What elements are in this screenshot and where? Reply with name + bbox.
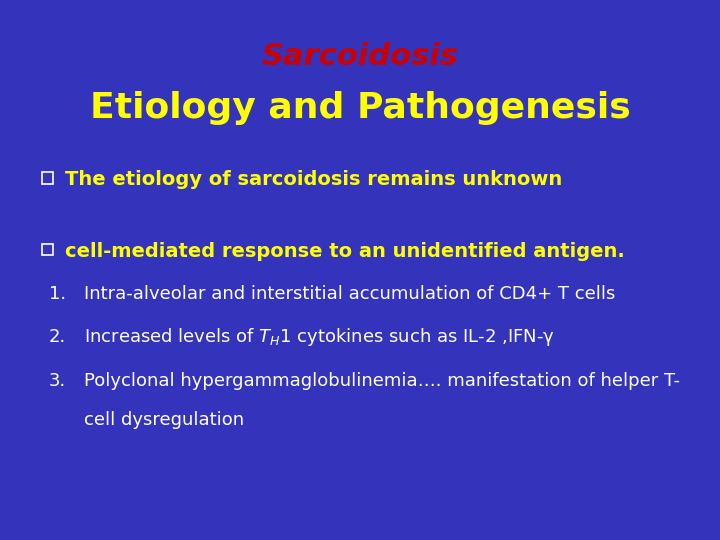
Text: cell-mediated response to an unidentified antigen.: cell-mediated response to an unidentifie… <box>65 241 624 261</box>
Text: Polyclonal hypergammaglobulinemia…. manifestation of helper T-: Polyclonal hypergammaglobulinemia…. mani… <box>84 372 680 390</box>
Text: 2.: 2. <box>49 328 66 347</box>
Text: Sarcoidosis: Sarcoidosis <box>261 42 459 71</box>
Text: Increased levels of $T_H$1 cytokines such as IL-2 ,IFN-γ: Increased levels of $T_H$1 cytokines suc… <box>84 327 554 348</box>
Text: Intra-alveolar and interstitial accumulation of CD4+ T cells: Intra-alveolar and interstitial accumula… <box>84 285 615 303</box>
Text: 3.: 3. <box>49 372 66 390</box>
Text: cell dysregulation: cell dysregulation <box>84 411 243 429</box>
Text: The etiology of sarcoidosis remains unknown: The etiology of sarcoidosis remains unkn… <box>65 170 562 189</box>
Text: Etiology and Pathogenesis: Etiology and Pathogenesis <box>89 91 631 125</box>
Text: 1.: 1. <box>49 285 66 303</box>
